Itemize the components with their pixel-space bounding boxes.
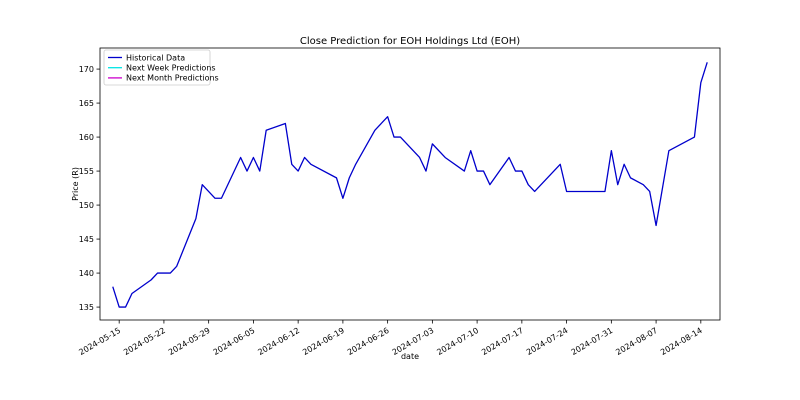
- y-tick-label: 150: [79, 201, 94, 210]
- y-tick-label: 155: [79, 167, 94, 176]
- series-line-historical-data: [112, 62, 708, 308]
- legend-label: Next Week Predictions: [126, 64, 216, 73]
- y-tick-label: 135: [79, 303, 94, 312]
- x-axis-label: date: [401, 352, 419, 361]
- y-tick-label: 170: [79, 65, 94, 74]
- y-tick-label: 165: [79, 99, 94, 108]
- legend: Historical Data Next Week PredictionsNext…: [103, 49, 219, 86]
- chart-title: Close Prediction for EOH Holdings Ltd (E…: [300, 36, 520, 47]
- legend-label: Historical Data: [126, 53, 185, 62]
- y-axis: 135 140 145 150 155 160 165 170: [79, 65, 100, 312]
- legend-box: [103, 49, 211, 86]
- y-tick-label: 145: [79, 235, 94, 244]
- y-tick-label: 160: [79, 133, 94, 142]
- plot-frame: [99, 47, 721, 321]
- y-axis-label: Price (R): [71, 167, 80, 201]
- y-tick-label: 140: [79, 269, 94, 278]
- series-layer: [112, 62, 708, 308]
- legend-label: Next Month Predictions: [126, 74, 219, 83]
